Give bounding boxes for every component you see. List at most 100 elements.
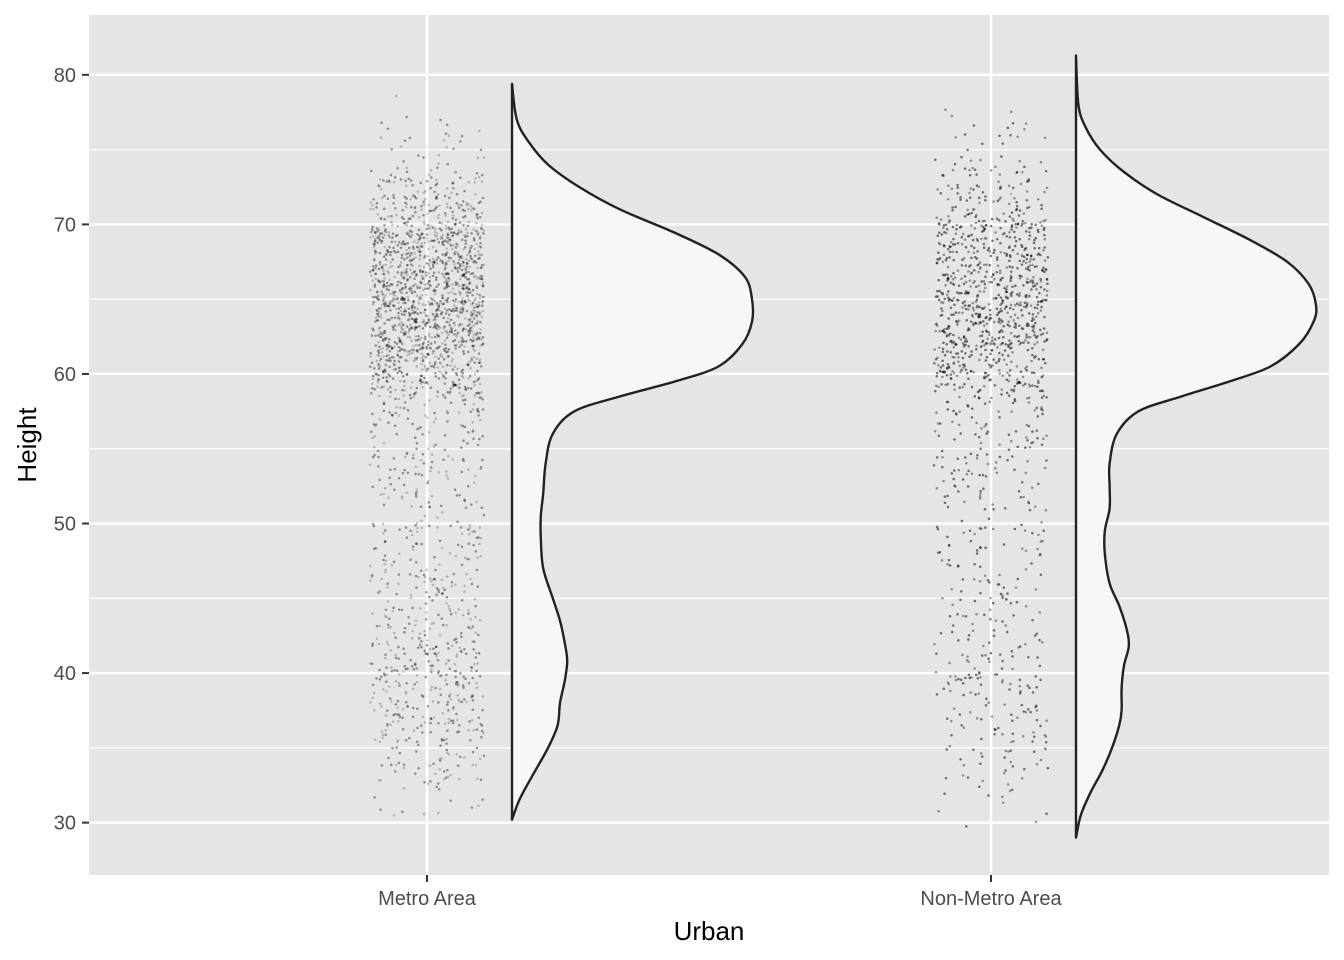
data-point (431, 265, 435, 269)
data-point (382, 283, 386, 286)
data-point (441, 294, 444, 297)
data-point (422, 573, 426, 577)
data-point (456, 253, 460, 256)
data-point (431, 257, 435, 261)
data-point (443, 433, 447, 437)
data-point (464, 257, 468, 261)
data-point (423, 376, 426, 380)
data-point (458, 267, 461, 270)
data-point (452, 147, 455, 151)
data-point (375, 297, 379, 300)
data-point (478, 312, 482, 315)
data-point (421, 277, 424, 280)
data-point (480, 729, 484, 733)
data-point (423, 364, 426, 368)
data-point (388, 284, 391, 288)
data-point (387, 284, 391, 288)
data-point (422, 191, 426, 194)
data-point (467, 386, 470, 390)
data-point (444, 312, 448, 315)
data-point (383, 246, 387, 249)
data-point (467, 202, 470, 206)
data-point (436, 192, 440, 196)
data-point (407, 616, 410, 619)
data-point (417, 743, 420, 746)
data-point (400, 371, 404, 375)
data-point (455, 306, 458, 309)
data-point (373, 320, 377, 324)
data-point (417, 472, 421, 476)
data-point (455, 306, 458, 310)
data-point (418, 237, 421, 241)
data-point (403, 388, 406, 392)
data-point (431, 583, 435, 587)
data-point (386, 723, 389, 726)
data-point (396, 350, 400, 353)
data-point (403, 348, 406, 352)
data-point (400, 256, 404, 260)
data-point (376, 449, 380, 453)
data-point (464, 275, 467, 279)
data-point (467, 728, 470, 732)
data-point (429, 730, 432, 734)
data-point (406, 232, 409, 236)
data-point (447, 226, 450, 229)
data-point (404, 332, 407, 336)
data-point (402, 763, 406, 767)
data-point (1009, 192, 1013, 196)
data-point (397, 608, 401, 611)
data-point (409, 658, 412, 662)
data-point (436, 237, 439, 241)
data-point (470, 257, 473, 261)
data-point (403, 626, 407, 630)
data-point (385, 690, 388, 693)
data-point (403, 664, 407, 668)
data-point (455, 242, 458, 246)
data-point (416, 350, 419, 354)
data-point (375, 309, 379, 312)
data-point (454, 218, 458, 221)
data-point (434, 568, 437, 572)
data-point (402, 222, 406, 225)
data-point (405, 350, 409, 353)
data-point (445, 596, 449, 599)
data-point (447, 718, 451, 721)
data-point (454, 371, 458, 375)
data-point (405, 203, 409, 206)
data-point (458, 386, 461, 390)
data-point (453, 365, 457, 368)
data-point (475, 392, 478, 395)
data-point (450, 326, 453, 330)
data-point (420, 542, 423, 546)
data-point (432, 366, 436, 369)
data-point (467, 681, 471, 685)
data-point (462, 439, 465, 442)
data-point (414, 560, 418, 564)
data-point (429, 386, 433, 390)
data-point (463, 425, 467, 429)
data-point (438, 563, 441, 566)
data-point (376, 380, 380, 384)
data-point (414, 465, 418, 468)
data-point (475, 392, 478, 395)
data-point (462, 340, 466, 343)
data-point (472, 402, 476, 406)
data-point (384, 714, 388, 717)
data-point (446, 355, 450, 359)
data-point (447, 296, 450, 300)
data-point (470, 232, 473, 235)
data-point (473, 384, 476, 387)
data-point (389, 626, 392, 629)
data-point (390, 347, 394, 350)
data-point (370, 392, 373, 395)
data-point (376, 241, 380, 244)
data-point (447, 454, 450, 458)
data-point (397, 681, 401, 685)
jitter-points (368, 94, 1050, 828)
data-point (404, 690, 408, 693)
data-point (422, 812, 426, 816)
data-point (422, 221, 426, 224)
data-point (467, 318, 471, 321)
data-point (439, 744, 442, 747)
data-point (438, 370, 441, 374)
